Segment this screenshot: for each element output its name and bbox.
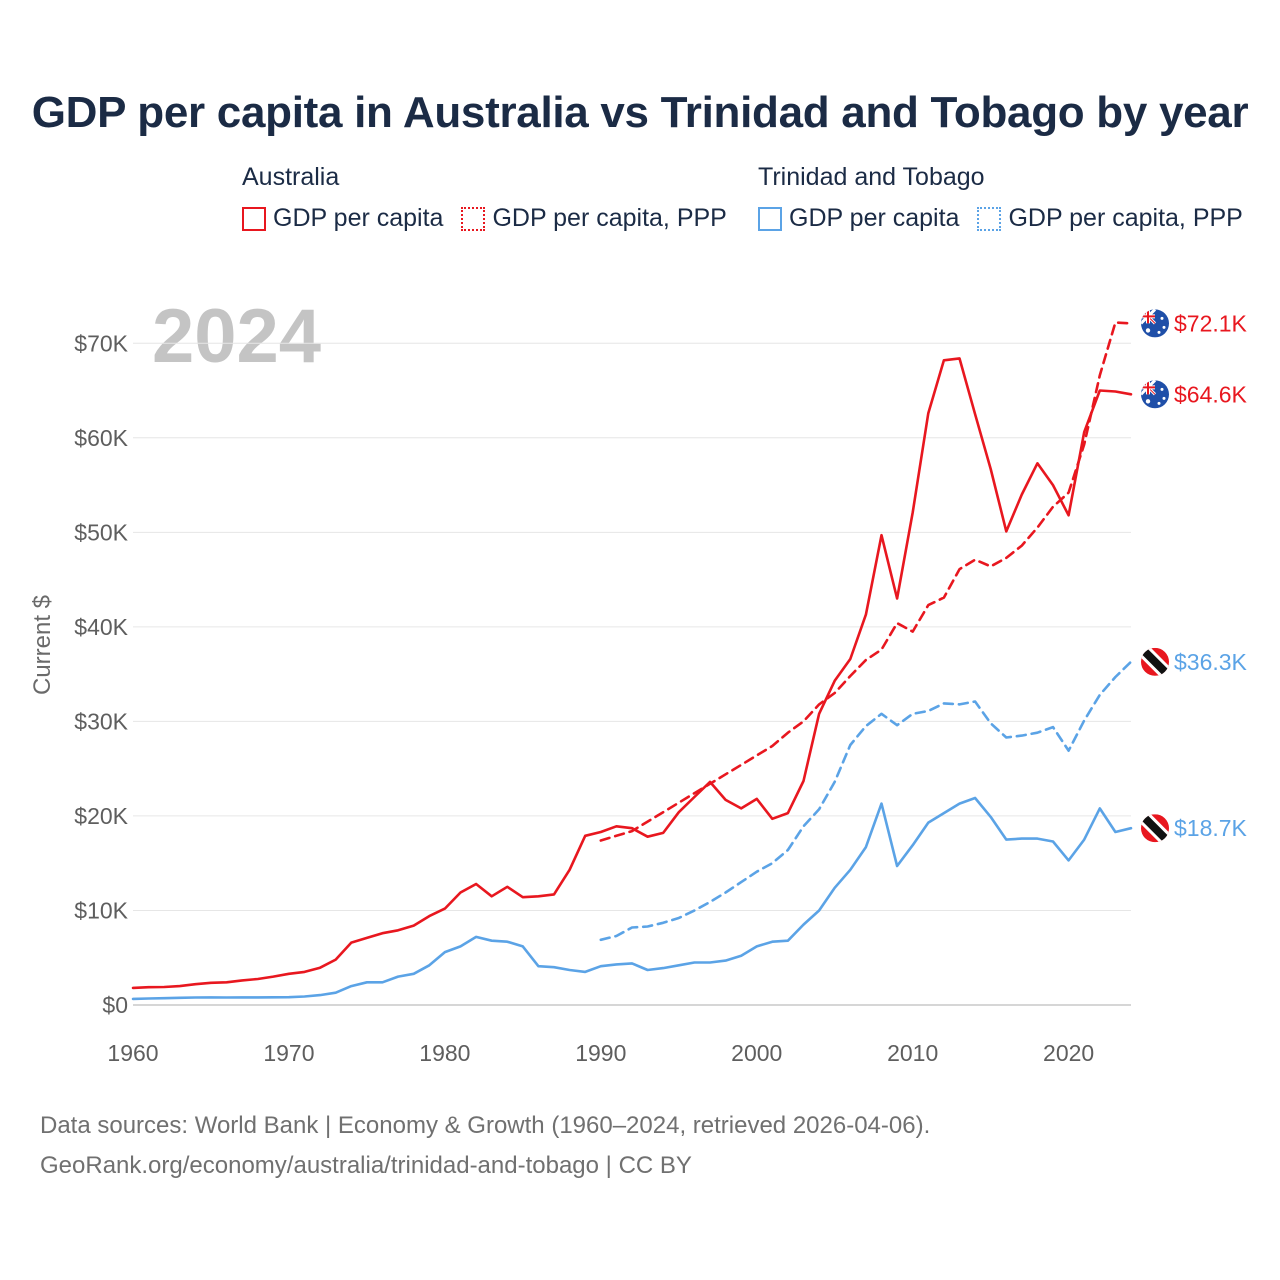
end-value-label: $72.1K <box>1174 310 1248 336</box>
legend-group-australia: Australia GDP per capita GDP per capita,… <box>242 160 745 233</box>
legend-group-trinidad: Trinidad and Tobago GDP per capita GDP p… <box>758 160 1261 233</box>
footer-credit: GeoRank.org/economy/australia/trinidad-a… <box>40 1152 692 1179</box>
legend-swatch-solid <box>758 206 782 231</box>
australia-flag-icon <box>1141 380 1169 409</box>
x-tick-label: 2010 <box>887 1040 938 1066</box>
y-tick-label: $10K <box>74 897 128 923</box>
year-label: 2024 <box>152 294 321 379</box>
end-value-label: $36.3K <box>1174 649 1248 675</box>
y-tick-label: $0 <box>102 992 128 1018</box>
y-tick-label: $20K <box>74 803 128 829</box>
end-value-label: $64.6K <box>1174 381 1248 407</box>
x-tick-label: 1970 <box>263 1040 314 1066</box>
end-value-label: $18.7K <box>1174 815 1248 841</box>
x-tick-label: 1980 <box>419 1040 470 1066</box>
end-marker-australia <box>1141 380 1169 409</box>
y-tick-label: $60K <box>74 425 128 451</box>
series-line-0 <box>131 357 1133 990</box>
footer-sources: Data sources: World Bank | Economy & Gro… <box>40 1112 931 1139</box>
y-tick-label: $30K <box>74 708 128 734</box>
end-marker-trinidad <box>1141 647 1169 676</box>
legend-item-australia-gdp-ppp[interactable]: GDP per capita, PPP <box>461 204 727 233</box>
legend-label: GDP per capita, PPP <box>1008 204 1243 232</box>
chart-title: GDP per capita in Australia vs Trinidad … <box>31 88 1249 137</box>
legend-label: GDP per capita, PPP <box>492 204 727 232</box>
y-tick-label: $40K <box>74 614 128 640</box>
end-marker-australia <box>1141 309 1169 338</box>
trinidad-flag-icon <box>1141 647 1169 676</box>
legend-label: GDP per capita <box>789 204 960 232</box>
legend-swatch-dotted <box>461 206 486 231</box>
legend-group-title: Trinidad and Tobago <box>758 163 985 191</box>
legend-swatch-solid <box>242 206 266 231</box>
x-tick-label: 1960 <box>107 1040 158 1066</box>
end-marker-trinidad <box>1141 814 1169 843</box>
y-tick-label: $70K <box>74 330 128 356</box>
series-line-2 <box>131 796 1133 1001</box>
footer: Data sources: World Bank | Economy & Gro… <box>40 1106 930 1186</box>
x-tick-label: 2020 <box>1043 1040 1094 1066</box>
legend-item-australia-gdp[interactable]: GDP per capita <box>242 204 443 233</box>
series-line-3 <box>599 660 1133 942</box>
y-tick-label: $50K <box>74 519 128 545</box>
australia-flag-icon <box>1141 309 1169 338</box>
trinidad-flag-icon <box>1141 814 1169 843</box>
legend-group-title: Australia <box>242 163 340 191</box>
legend-swatch-dotted <box>977 206 1002 231</box>
x-tick-label: 1990 <box>575 1040 626 1066</box>
legend-item-trinidad-gdp[interactable]: GDP per capita <box>758 204 959 233</box>
legend-item-trinidad-gdp-ppp[interactable]: GDP per capita, PPP <box>977 204 1243 233</box>
x-tick-label: 2000 <box>731 1040 782 1066</box>
series-line-1 <box>599 321 1133 842</box>
y-axis-title: Current $ <box>29 595 56 695</box>
legend-label: GDP per capita <box>273 204 444 232</box>
